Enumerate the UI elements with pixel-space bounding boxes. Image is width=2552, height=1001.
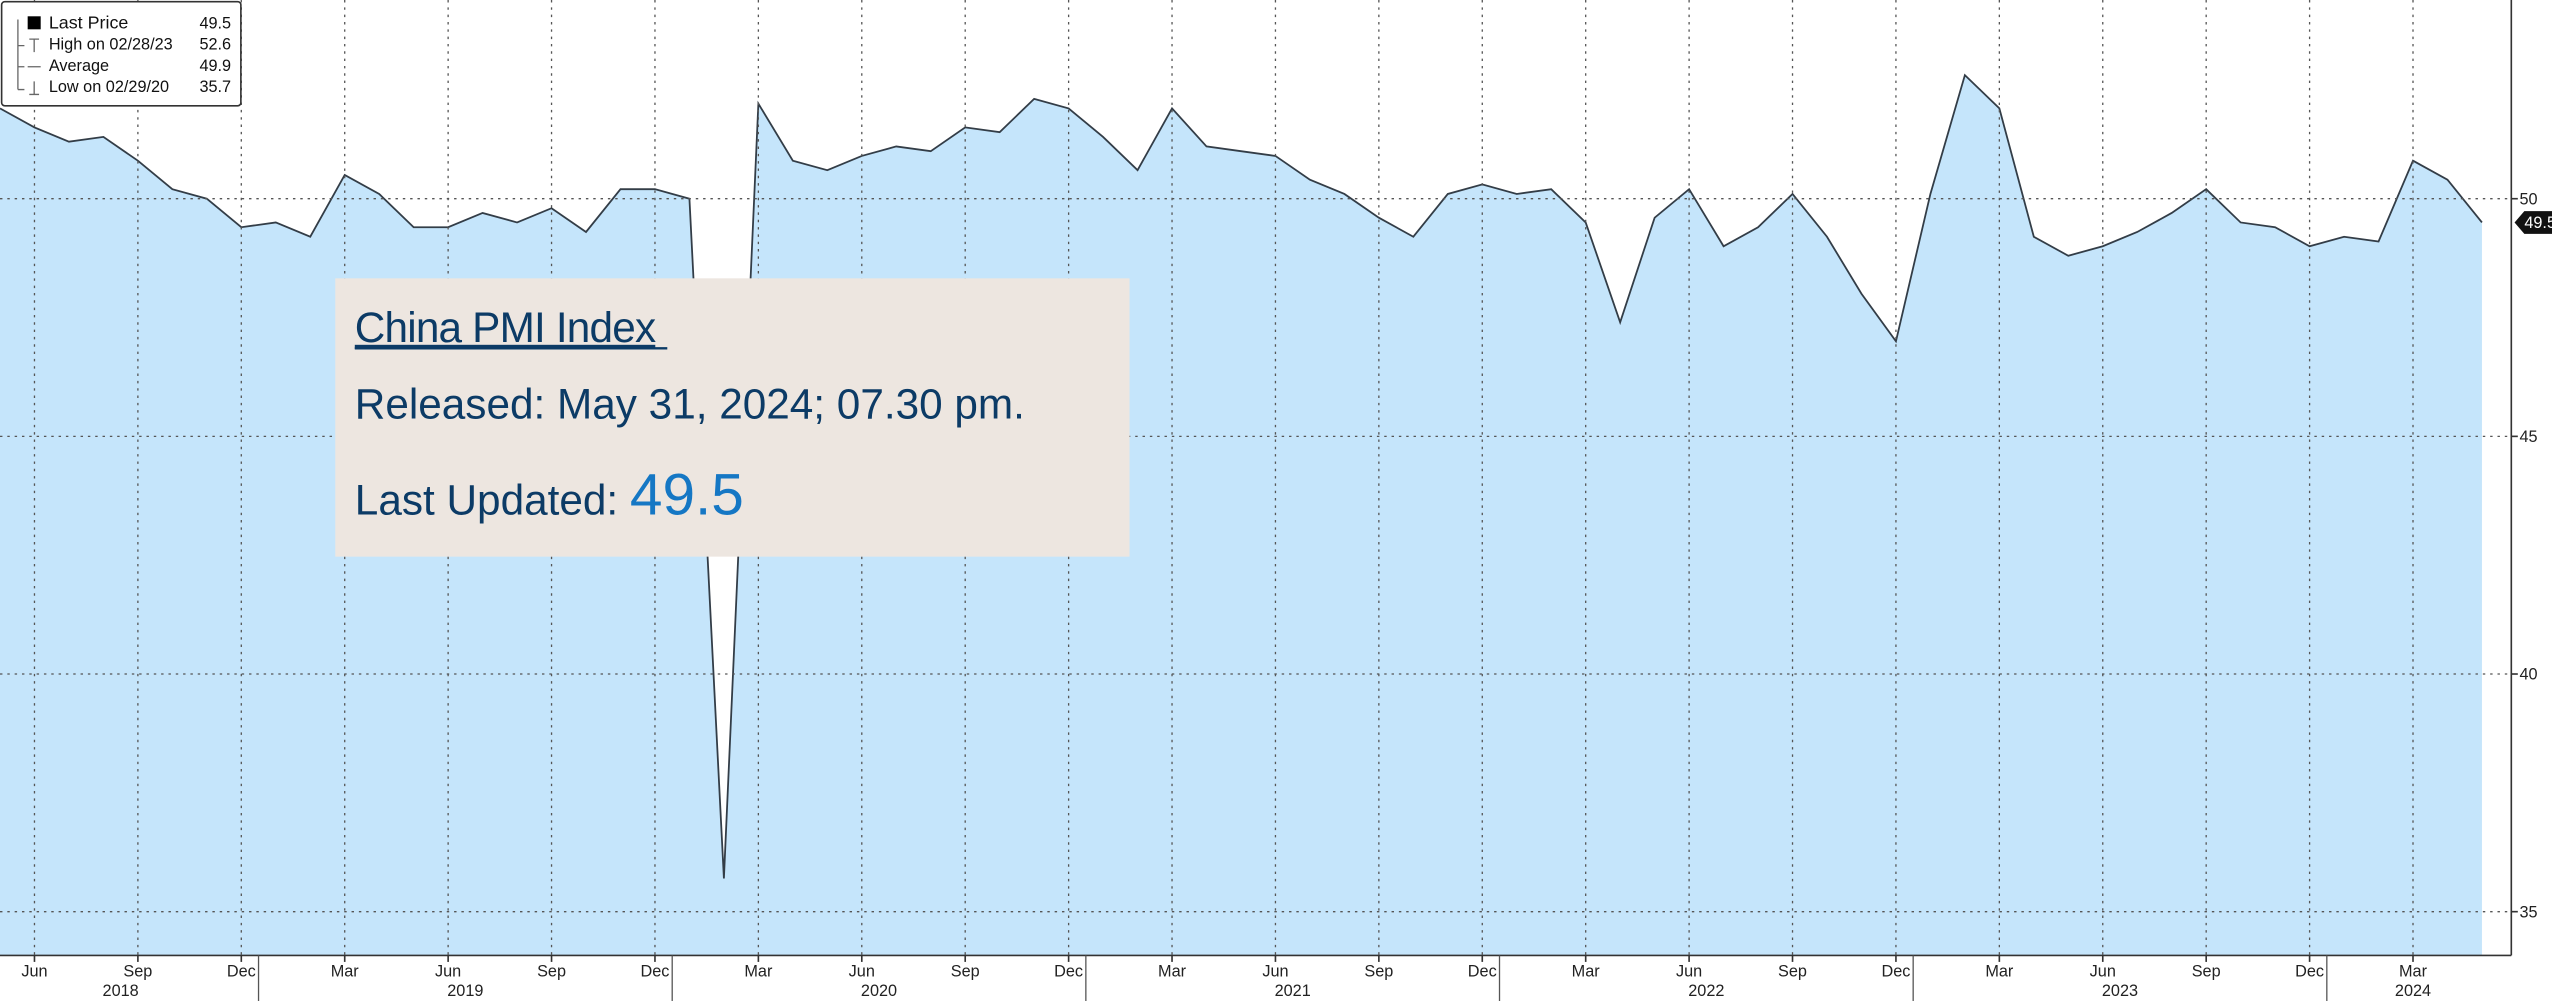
last-price-tag — [2514, 211, 2552, 234]
legend-label: High on 02/28/23 — [49, 36, 173, 54]
x-year-label: 2023 — [2102, 982, 2138, 1000]
x-tick-label: Sep — [123, 963, 152, 981]
x-tick-label: Mar — [744, 963, 773, 981]
y-tick-label: 45 — [2519, 428, 2537, 446]
x-tick-label: Jun — [1262, 963, 1288, 981]
x-tick-label: Dec — [1881, 963, 1910, 981]
info-box-bg — [335, 278, 1130, 557]
x-year-label: 2022 — [1688, 982, 1724, 1000]
x-year-label: 2024 — [2395, 982, 2431, 1000]
last-price-label: 49.5 — [2524, 214, 2552, 232]
x-tick-label: Sep — [951, 963, 980, 981]
x-year-label: 2019 — [447, 982, 483, 1000]
legend-value: 49.5 — [199, 15, 231, 33]
x-tick-label: Sep — [1778, 963, 1807, 981]
x-tick-label: Dec — [1468, 963, 1497, 981]
x-tick-label: Mar — [1985, 963, 2014, 981]
x-tick-label: Mar — [1572, 963, 1601, 981]
legend-box — [0, 0, 242, 107]
x-tick-label: Jun — [849, 963, 875, 981]
info-updated-label: Last Updated: — [355, 476, 618, 523]
legend-label: Average — [49, 57, 109, 75]
x-year-label: 2018 — [103, 982, 139, 1000]
line — [0, 73, 2483, 879]
info-title: China PMI Index — [355, 304, 656, 351]
x-tick-label: Dec — [640, 963, 669, 981]
x-tick-label: Mar — [331, 963, 360, 981]
info-updated-value: 49.5 — [630, 462, 744, 527]
x-tick-label: Dec — [1054, 963, 1083, 981]
legend-value: 35.7 — [199, 78, 231, 96]
x-tick-label: Dec — [227, 963, 256, 981]
x-tick-label: Mar — [1158, 963, 1187, 981]
legend-value: 49.9 — [199, 57, 231, 75]
x-tick-label: Jun — [435, 963, 461, 981]
y-tick-label: 35 — [2519, 903, 2537, 921]
legend-label: Low on 02/29/20 — [49, 78, 169, 96]
x-tick-label: Sep — [2192, 963, 2221, 981]
x-year-label: 2021 — [1275, 982, 1311, 1000]
x-tick-label: Jun — [21, 963, 47, 981]
x-tick-label: Dec — [2295, 963, 2324, 981]
y-tick-label: 40 — [2519, 666, 2537, 684]
legend: Last Price 49.5 High on 02/28/23 52.6 Averag… — [0, 0, 242, 107]
y-tick-label: 50 — [2519, 190, 2537, 208]
legend-icons — [17, 19, 41, 96]
legend-label: Last Price — [49, 13, 129, 33]
legend-swatch — [27, 16, 41, 30]
info-released: Released: May 31, 2024; 07.30 pm. — [355, 380, 1025, 427]
x-tick-label: Jun — [2090, 963, 2116, 981]
x-tick-label: Mar — [2399, 963, 2428, 981]
x-tick-label: Jun — [1676, 963, 1702, 981]
x-tick-label: Sep — [537, 963, 566, 981]
x-year-label: 2020 — [861, 982, 897, 1000]
info-box: China PMI Index Released: May 31, 2024; … — [335, 278, 1130, 557]
legend-value: 52.6 — [199, 36, 231, 54]
x-tick-label: Sep — [1364, 963, 1393, 981]
